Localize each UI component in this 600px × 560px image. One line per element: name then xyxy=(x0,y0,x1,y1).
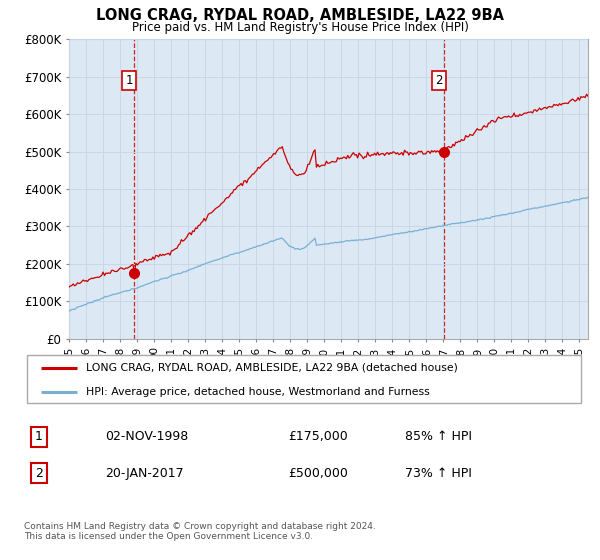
Text: 02-NOV-1998: 02-NOV-1998 xyxy=(105,430,188,444)
Text: £500,000: £500,000 xyxy=(288,466,348,480)
Text: LONG CRAG, RYDAL ROAD, AMBLESIDE, LA22 9BA: LONG CRAG, RYDAL ROAD, AMBLESIDE, LA22 9… xyxy=(96,8,504,24)
Text: 1: 1 xyxy=(125,74,133,87)
Text: 20-JAN-2017: 20-JAN-2017 xyxy=(105,466,184,480)
Text: £175,000: £175,000 xyxy=(288,430,348,444)
Text: LONG CRAG, RYDAL ROAD, AMBLESIDE, LA22 9BA (detached house): LONG CRAG, RYDAL ROAD, AMBLESIDE, LA22 9… xyxy=(86,363,458,373)
Text: Contains HM Land Registry data © Crown copyright and database right 2024.
This d: Contains HM Land Registry data © Crown c… xyxy=(24,522,376,542)
Text: HPI: Average price, detached house, Westmorland and Furness: HPI: Average price, detached house, West… xyxy=(86,386,430,396)
Text: 85% ↑ HPI: 85% ↑ HPI xyxy=(405,430,472,444)
Text: 1: 1 xyxy=(35,430,43,444)
Text: 2: 2 xyxy=(436,74,443,87)
Text: Price paid vs. HM Land Registry's House Price Index (HPI): Price paid vs. HM Land Registry's House … xyxy=(131,21,469,34)
FancyBboxPatch shape xyxy=(27,356,581,403)
Text: 73% ↑ HPI: 73% ↑ HPI xyxy=(405,466,472,480)
Text: 2: 2 xyxy=(35,466,43,480)
